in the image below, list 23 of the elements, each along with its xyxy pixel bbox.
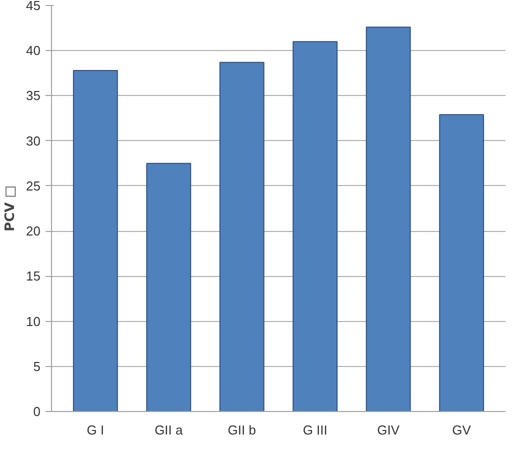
y-axis-title: PCV □	[3, 186, 18, 232]
y-tick-label: 45	[26, 0, 41, 13]
bar	[439, 114, 484, 412]
bar	[366, 26, 411, 412]
x-tick-label: GIV	[377, 422, 400, 438]
y-tick-label: 35	[26, 88, 41, 104]
x-tick-label: GII b	[228, 422, 256, 438]
x-tick-label: G III	[302, 422, 328, 438]
y-tick-label: 40	[26, 43, 41, 58]
y-tick-label: 10	[26, 314, 41, 329]
y-tick-label: 15	[26, 268, 41, 284]
x-tick-label: GV	[452, 422, 472, 438]
y-tick-label: 30	[26, 133, 41, 148]
bar	[219, 62, 264, 412]
y-tick-label: 0	[33, 404, 41, 419]
x-tick-label: G I	[86, 422, 104, 438]
x-tick-label: GII a	[154, 422, 184, 438]
y-tick-label: 20	[26, 224, 41, 239]
bar	[292, 41, 338, 412]
bar	[72, 70, 118, 412]
y-tick-label: 5	[33, 358, 41, 374]
bar	[146, 162, 192, 412]
y-tick-label: 25	[26, 178, 41, 194]
